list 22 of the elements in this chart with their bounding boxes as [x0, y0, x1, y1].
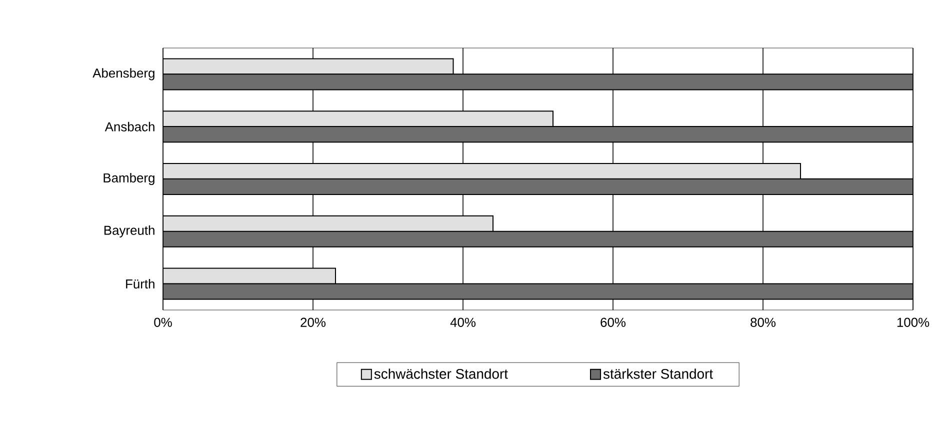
y-tick-label: Fürth [126, 279, 154, 289]
legend-label: schwächster Standort [374, 368, 508, 379]
x-tick-label: 80% [750, 318, 776, 327]
y-tick-label: Abensberg [92, 68, 154, 80]
bar [163, 215, 494, 232]
y-tick-label: Bayreuth [104, 225, 154, 238]
x-tick-label: 40% [450, 318, 476, 327]
legend-label: stärkster Standort [603, 368, 713, 379]
bar [163, 283, 914, 300]
bar [163, 162, 802, 180]
y-tick-label: Bamberg [104, 172, 154, 186]
x-tick-label: 20% [300, 318, 326, 327]
y-tick-label: Ansbach [104, 122, 154, 132]
bar [163, 230, 914, 248]
bar [163, 110, 554, 128]
bar [163, 74, 914, 90]
bar [163, 178, 914, 196]
x-tick-label: 60% [600, 318, 626, 327]
bar [163, 58, 454, 75]
bar [163, 126, 914, 143]
x-tick-label: 100% [897, 318, 930, 327]
x-tick-label: 0% [154, 318, 172, 327]
